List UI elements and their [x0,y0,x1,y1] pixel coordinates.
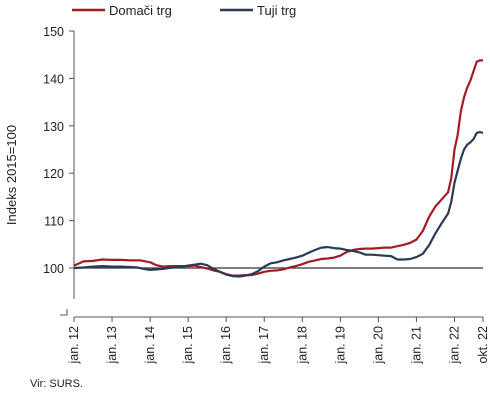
y-tick-label: 140 [43,72,64,86]
x-tick-label: jan. 22 [447,326,461,365]
x-axis-ticks: jan. 12 jan. 13 jan. 14 jan. 15 jan. 16 jan. … [67,317,490,365]
y-tick-label: 120 [43,167,64,181]
series-line-foreign [73,130,484,278]
y-tick-label: 110 [44,215,64,229]
x-tick-label: jan. 14 [143,326,157,365]
legend: Domači trg Tuji trg [72,3,296,18]
x-tick-label: jan. 21 [409,326,423,365]
source-note: Vir: SURS. [30,378,83,390]
x-tick-label: jan. 20 [371,326,385,365]
legend-label-domestic: Domači trg [109,3,172,18]
y-axis-break-marker [60,309,68,316]
y-tick-label: 130 [43,120,64,134]
series-group [73,59,484,278]
y-axis-ticks: 150 140 130 120 110 100 [43,25,74,276]
x-tick-label: okt. 22 [476,326,490,364]
y-tick-label: 150 [43,25,64,39]
series-line-domestic [73,59,483,277]
y-tick-label: 100 [43,262,64,276]
x-tick-label: jan. 18 [295,326,309,365]
x-tick-label: jan. 17 [257,326,271,365]
y-axis-label: Indeks 2015=100 [4,125,19,225]
x-tick-label: jan. 19 [333,326,347,365]
x-tick-label: jan. 12 [67,326,81,365]
x-tick-label: jan. 15 [181,326,195,365]
x-tick-label: jan. 16 [219,326,233,365]
legend-label-foreign: Tuji trg [257,3,296,18]
x-tick-label: jan. 13 [105,326,119,365]
